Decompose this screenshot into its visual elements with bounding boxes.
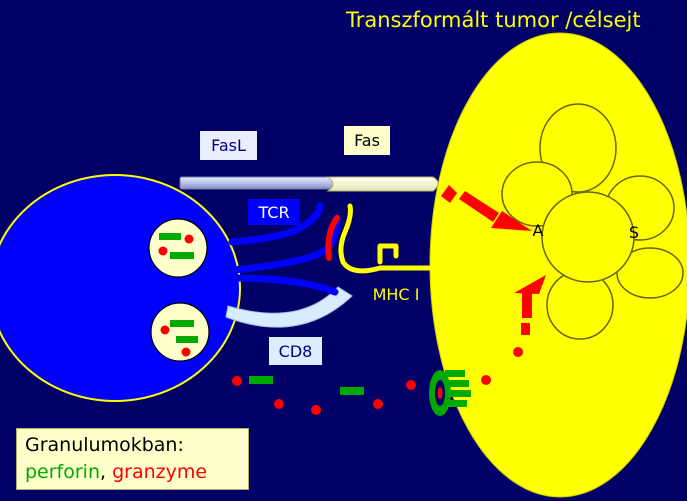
released-molecules <box>232 347 523 415</box>
granzyme-dot <box>311 405 321 415</box>
fas-label: Fas <box>344 126 390 155</box>
granzyme-dot <box>274 399 284 409</box>
legend-granzyme: granzyme <box>112 461 208 483</box>
tcr-chain <box>228 202 324 246</box>
granzyme-dot <box>373 399 383 409</box>
fasl-label: FasL <box>200 131 257 160</box>
perforin-bar <box>249 376 273 384</box>
mhc-label: MHC I <box>372 284 420 304</box>
cd8-label: CD8 <box>269 337 322 365</box>
perforin-pore <box>429 370 471 416</box>
apoptotic-bodies <box>501 103 684 340</box>
diagram-title: Transzformált tumor /célsejt <box>346 8 641 32</box>
granule <box>150 302 210 362</box>
apoptotic-body <box>541 191 635 283</box>
legend-heading: Granulumokban: <box>25 434 184 456</box>
tcr-red-chain <box>325 215 340 261</box>
legend-items: perforin, granzyme <box>25 459 240 486</box>
signal-arrow <box>514 275 546 335</box>
granzyme-dot <box>158 246 168 256</box>
apoptosis-letter-s: S <box>628 222 640 242</box>
perforin-bar <box>159 233 181 240</box>
apoptotic-body <box>616 247 684 299</box>
mhc-chain <box>338 203 435 274</box>
legend-box: Granulumokban: perforin, granzyme <box>16 428 249 490</box>
granzyme-dot <box>513 347 523 357</box>
legend-perforin: perforin <box>25 461 101 483</box>
signal-arrow <box>441 185 532 231</box>
granzyme-dot <box>232 376 242 386</box>
legend-separator: , <box>100 461 113 483</box>
fas-receptor <box>326 176 439 192</box>
mhc-hook <box>377 243 399 265</box>
cd8-linker <box>230 274 339 296</box>
cd8-coreceptor <box>225 286 353 328</box>
tcr-label: TCR <box>248 199 300 225</box>
t-cell <box>0 174 241 402</box>
perforin-bar <box>170 252 194 259</box>
perforin-bar <box>176 336 198 343</box>
perforin-bar <box>340 387 364 395</box>
granule <box>148 218 208 278</box>
fasl-receptor <box>179 176 339 190</box>
granzyme-dot <box>481 375 491 385</box>
tcr-chain <box>230 214 341 274</box>
granzyme-dot <box>184 234 194 244</box>
apoptosis-letter-a: A <box>532 220 544 240</box>
perforin-bar <box>170 320 194 327</box>
granzyme-dot <box>406 380 416 390</box>
granzyme-dot <box>181 347 191 357</box>
granzyme-dot <box>160 325 170 335</box>
